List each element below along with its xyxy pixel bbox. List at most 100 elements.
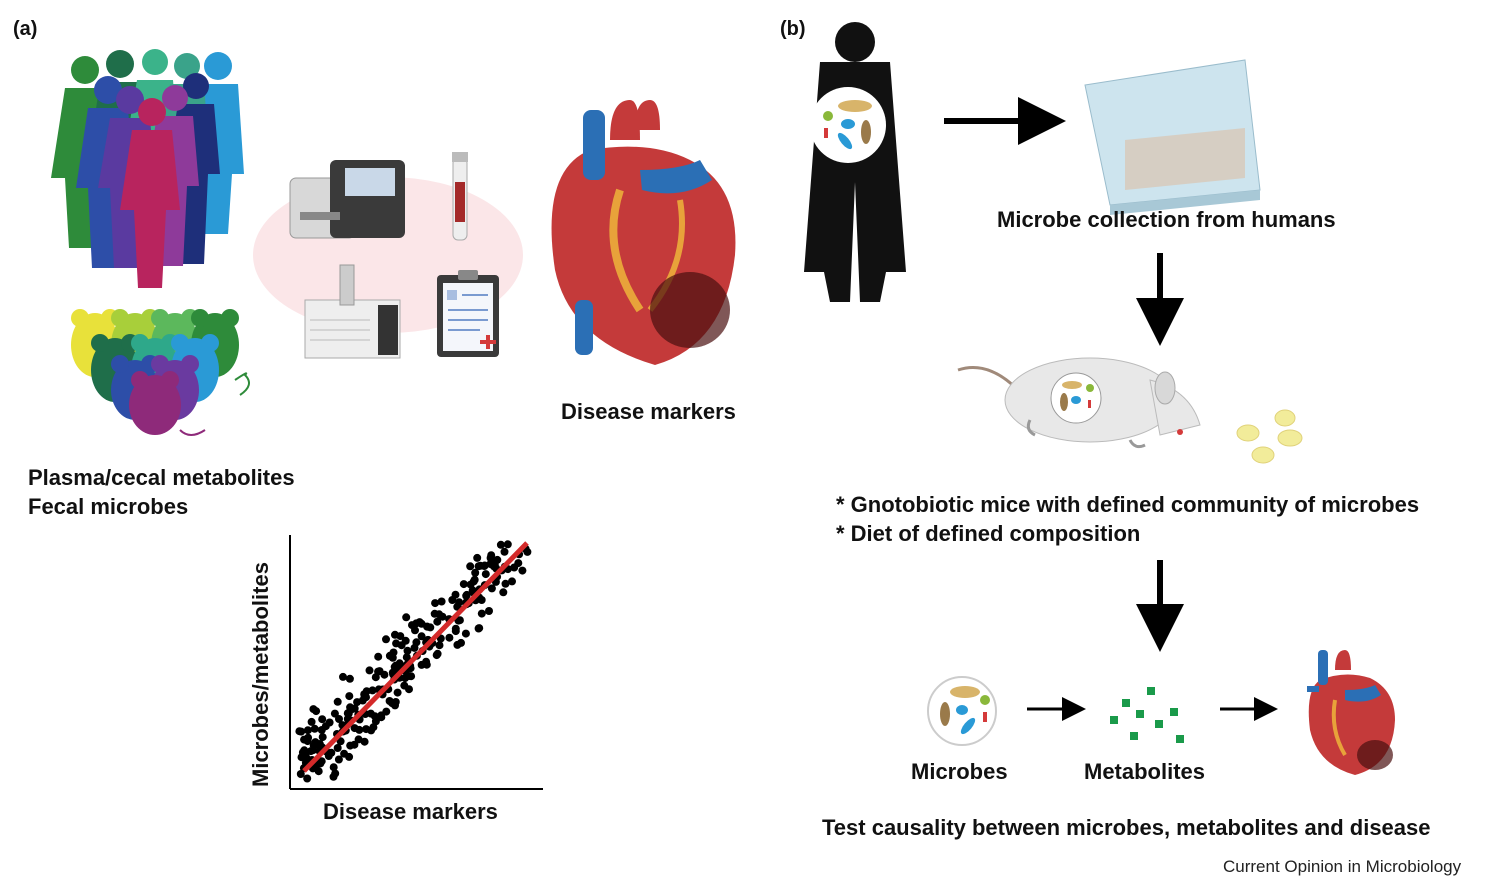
well-plate-icon bbox=[1084, 59, 1261, 215]
population-caption: Plasma/cecal metabolites Fecal microbes bbox=[28, 463, 295, 521]
scatter-point bbox=[403, 646, 412, 655]
scatter-point bbox=[410, 643, 419, 652]
mouse-bullets: * Gnotobiotic mice with defined communit… bbox=[836, 490, 1419, 548]
scatter-point bbox=[518, 566, 527, 575]
scatter-x-label: Disease markers bbox=[323, 799, 498, 824]
scatter-point bbox=[318, 733, 327, 742]
scatter-point bbox=[335, 715, 343, 723]
scatter-point bbox=[496, 540, 505, 549]
scatter-point bbox=[470, 575, 479, 584]
scatter-point bbox=[336, 737, 345, 746]
scatter-point bbox=[370, 712, 379, 721]
scatter-point bbox=[501, 579, 510, 588]
mouse-bullet-2: * Diet of defined composition bbox=[836, 521, 1141, 546]
scatter-point bbox=[407, 672, 416, 681]
scatter-point bbox=[388, 699, 397, 708]
scatter-point bbox=[437, 597, 446, 606]
scatter-point bbox=[313, 740, 322, 749]
scatter-point bbox=[360, 690, 369, 699]
scatter-point bbox=[422, 660, 431, 669]
scatter-point bbox=[514, 559, 523, 568]
scatter-point bbox=[475, 624, 484, 633]
scatter-point bbox=[459, 580, 468, 589]
scatter-point bbox=[402, 653, 411, 662]
microbes-label: Microbes bbox=[911, 759, 1008, 784]
scatter-point bbox=[400, 681, 409, 690]
scatter-point bbox=[368, 686, 377, 695]
scatter-dots bbox=[295, 540, 532, 783]
scatter-point bbox=[471, 568, 480, 577]
scatter-point bbox=[365, 666, 374, 675]
scatter-point bbox=[303, 774, 312, 783]
regression-line bbox=[302, 541, 529, 773]
scatter-point bbox=[401, 674, 410, 683]
scatter-point bbox=[314, 767, 323, 776]
scatter-point bbox=[461, 629, 470, 638]
scatter-point bbox=[500, 547, 509, 556]
scatter-point bbox=[377, 713, 386, 722]
scatter-point bbox=[306, 747, 315, 756]
mass-spectrometer-icon bbox=[304, 264, 401, 359]
scatter-point bbox=[333, 697, 342, 706]
scatter-point bbox=[493, 555, 502, 564]
food-pellets-icon bbox=[1236, 409, 1303, 464]
bottom-caption: Test causality between microbes, metabol… bbox=[822, 815, 1431, 840]
scatter-point bbox=[295, 727, 304, 736]
scatter-point bbox=[374, 652, 383, 661]
scatter-point bbox=[345, 692, 354, 701]
scatter-point bbox=[334, 755, 343, 764]
scatter-point bbox=[360, 737, 369, 746]
scatter-point bbox=[426, 623, 435, 632]
population-caption-line2: Fecal microbes bbox=[28, 494, 189, 519]
scatter-point bbox=[355, 725, 364, 734]
scatter-point bbox=[480, 561, 489, 570]
scatter-point bbox=[350, 704, 359, 713]
scatter-point bbox=[468, 586, 477, 595]
scatter-point bbox=[435, 610, 444, 619]
scatter-point bbox=[397, 641, 406, 650]
scatter-point bbox=[317, 757, 326, 766]
scatter-point bbox=[417, 632, 426, 641]
blood-tube-icon bbox=[452, 152, 468, 241]
scatter-point bbox=[462, 590, 471, 599]
scatter-point bbox=[388, 653, 397, 662]
scatter-plot bbox=[289, 535, 543, 790]
scatter-point bbox=[451, 590, 460, 599]
scatter-point bbox=[303, 737, 312, 746]
scatter-point bbox=[382, 635, 390, 644]
scatter-point bbox=[499, 588, 508, 597]
scatter-point bbox=[325, 718, 334, 727]
scatter-point bbox=[457, 638, 465, 647]
scatter-point bbox=[296, 770, 305, 778]
scatter-point bbox=[324, 752, 333, 760]
scatter-point bbox=[431, 599, 440, 608]
scatter-point bbox=[503, 540, 512, 549]
scatter-point bbox=[331, 769, 340, 778]
scatter-point bbox=[310, 724, 319, 733]
metabolites-icon bbox=[1110, 687, 1184, 743]
scatter-point bbox=[358, 696, 367, 705]
scatter-point bbox=[477, 596, 486, 604]
scatter-point bbox=[350, 740, 359, 749]
gnotobiotic-mouse-icon bbox=[957, 357, 1201, 449]
sequencer-icon bbox=[289, 160, 405, 239]
scatter-point bbox=[408, 621, 416, 630]
small-heart-icon bbox=[1307, 650, 1395, 775]
human-silhouette-icon bbox=[804, 22, 906, 302]
scatter-point bbox=[318, 715, 327, 724]
scatter-point bbox=[433, 617, 442, 626]
scatter-point bbox=[345, 674, 354, 683]
clipboard-icon bbox=[437, 270, 499, 357]
scatter-point bbox=[317, 726, 326, 734]
panel-a-label: (a) bbox=[13, 18, 38, 40]
scatter-point bbox=[477, 609, 486, 618]
scatter-point bbox=[382, 707, 391, 716]
scatter-y-label: Microbes/metabolites bbox=[248, 562, 273, 787]
scatter-point bbox=[329, 763, 338, 772]
journal-footer: Current Opinion in Microbiology bbox=[1223, 857, 1462, 876]
metabolites-label: Metabolites bbox=[1084, 759, 1206, 784]
microbes-icon bbox=[927, 676, 997, 746]
scatter-point bbox=[402, 613, 411, 622]
mouse-population-icon bbox=[71, 309, 250, 436]
